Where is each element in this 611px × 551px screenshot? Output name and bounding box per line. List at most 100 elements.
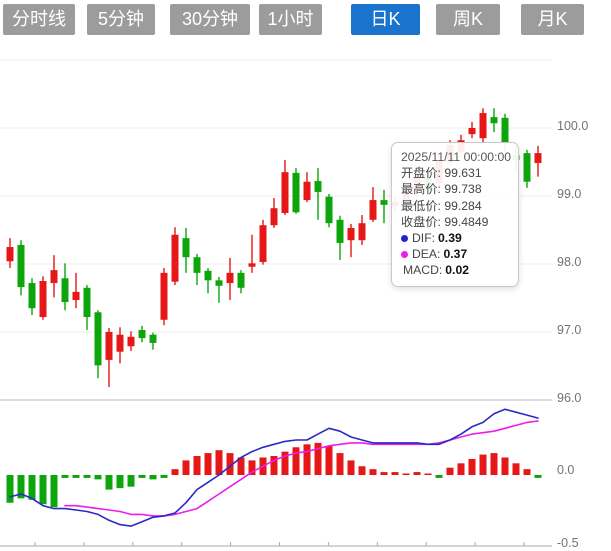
price-tick-label: 100.0: [557, 119, 588, 133]
macd-histogram-bar: [413, 472, 421, 475]
macd-histogram-bar: [6, 475, 14, 503]
candle-body: [138, 329, 146, 339]
candle-body: [193, 257, 201, 273]
timeframe-button-6[interactable]: 周K: [436, 4, 500, 35]
candle-body: [28, 283, 36, 309]
dea-dot-icon: [401, 250, 408, 258]
candle-body: [281, 172, 289, 213]
candle-body: [347, 227, 355, 241]
macd-histogram-bar: [28, 475, 36, 500]
macd-histogram-bar: [237, 457, 245, 475]
candle-body: [127, 336, 135, 347]
candle-body: [237, 272, 245, 288]
macd-histogram-bar: [160, 475, 168, 478]
price-tick-label: 97.0: [557, 323, 581, 337]
price-tick-label: 99.0: [557, 187, 581, 201]
macd-histogram-bar: [105, 475, 113, 490]
macd-histogram-bar: [248, 460, 256, 475]
macd-histogram-bar: [523, 469, 531, 475]
candle-body: [248, 263, 256, 267]
macd-histogram-bar: [83, 475, 91, 478]
dif-dot-icon: [401, 234, 408, 242]
indicator-value: 0.37: [443, 247, 468, 262]
timeframe-button-7[interactable]: 月K: [521, 4, 584, 35]
macd-histogram-bar: [468, 458, 476, 475]
timeframe-button-2[interactable]: 5分钟: [87, 4, 155, 35]
candle-body: [215, 280, 223, 286]
candle-body: [314, 181, 322, 192]
macd-histogram-bar: [479, 454, 487, 475]
macd-histogram-bar: [314, 442, 322, 475]
candle-body: [358, 223, 366, 241]
macd-histogram-bar: [424, 473, 432, 475]
candle-body: [336, 219, 344, 243]
candle-body: [468, 128, 476, 135]
candle-body: [61, 278, 69, 303]
candle-body: [39, 281, 47, 318]
tooltip-row-最低价: 最低价: 99.284: [401, 198, 482, 213]
candle-body: [490, 117, 498, 124]
timeframe-button-1[interactable]: 分时线: [3, 4, 75, 35]
macd-histogram-bar: [94, 475, 102, 480]
macd-histogram-bar: [347, 460, 355, 475]
macd-histogram-bar: [336, 453, 344, 475]
macd-histogram-bar: [270, 456, 278, 475]
macd-histogram-bar: [490, 453, 498, 475]
candle-body: [171, 234, 179, 282]
macd-histogram-bar: [116, 475, 124, 489]
timeframe-button-3[interactable]: 30分钟: [170, 4, 250, 35]
macd-histogram-bar: [512, 463, 520, 475]
macd-histogram-bar: [50, 475, 58, 508]
tooltip-indicator-MACD: MACD: 0.02: [401, 262, 510, 278]
tooltip-row-开盘价: 开盘价: 99.631: [401, 166, 482, 181]
candle-body: [523, 153, 531, 182]
macd-histogram-bar: [303, 444, 311, 475]
candle-body: [94, 312, 102, 366]
candle-info-tooltip: 2025/11/11 00:00:00 开盘价: 99.631 最高价: 99.7…: [391, 142, 519, 287]
candle-body: [182, 238, 190, 258]
macd-histogram-bar: [226, 453, 234, 475]
macd-histogram-bar: [281, 451, 289, 475]
macd-histogram-bar: [72, 475, 80, 478]
candle-body: [17, 244, 25, 288]
macd-histogram-bar: [171, 469, 179, 475]
tooltip-indicator-DIF: DIF: 0.39: [401, 230, 510, 246]
macd-tick-label: 0.0: [557, 463, 574, 477]
candle-body: [325, 196, 333, 224]
macd-histogram-bar: [402, 473, 410, 475]
candle-body: [369, 200, 377, 220]
candle-body: [534, 153, 542, 164]
macd-histogram-bar: [435, 475, 443, 478]
macd-histogram-bar: [39, 475, 47, 505]
macd-histogram-bar: [182, 460, 190, 475]
macd-histogram-bar: [380, 472, 388, 475]
indicator-value: 0.39: [438, 231, 462, 246]
candle-body: [149, 334, 157, 343]
indicator-label: DEA:: [412, 247, 441, 262]
macd-histogram-bar: [501, 457, 509, 475]
macd-histogram-bar: [358, 466, 366, 475]
indicator-value: 0.02: [445, 263, 470, 278]
candle-body: [83, 287, 91, 318]
candle-body: [50, 270, 58, 284]
candle-body: [116, 334, 124, 352]
timeframe-button-5[interactable]: 日K: [351, 4, 420, 35]
candle-body: [226, 272, 234, 284]
macd-histogram-bar: [17, 475, 25, 499]
macd-histogram-bar: [292, 447, 300, 475]
macd-histogram-bar: [204, 453, 212, 475]
candle-body: [270, 208, 278, 226]
candle-body: [292, 172, 300, 213]
macd-histogram-bar: [325, 445, 333, 475]
macd-tick-label: -0.5: [557, 536, 579, 550]
candle-body: [380, 200, 388, 205]
timeframe-button-4[interactable]: 1小时: [259, 4, 322, 35]
macd-histogram-bar: [534, 475, 542, 478]
macd-histogram-bar: [215, 450, 223, 475]
macd-histogram-bar: [138, 475, 146, 478]
candle-body: [303, 181, 311, 201]
macd-histogram-bar: [127, 475, 135, 487]
macd-histogram-bar: [446, 467, 454, 475]
